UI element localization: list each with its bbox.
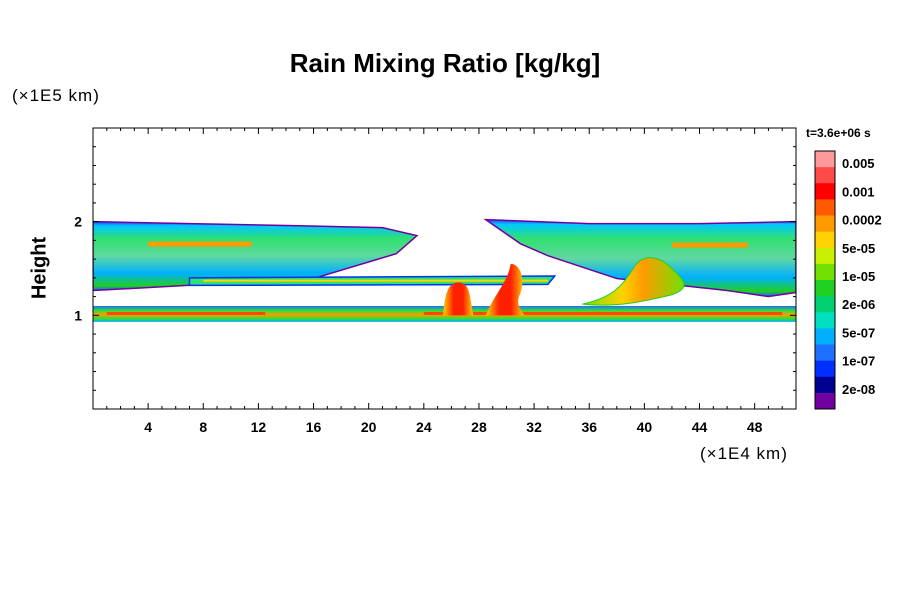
x-tick-label: 4	[144, 419, 152, 435]
colorbar-swatch	[815, 360, 835, 378]
plume-2	[485, 263, 525, 316]
colorbar-swatch	[815, 183, 835, 200]
colorbar-swatch	[815, 167, 835, 184]
plume-1	[443, 282, 474, 316]
colorbar-swatch	[815, 392, 835, 410]
time-label: t=3.6e+06 s	[806, 126, 871, 140]
plot-frame	[92, 127, 797, 410]
colorbar-swatch	[815, 328, 835, 345]
colorbar-label: 5e-07	[842, 325, 875, 340]
x-tick-label: 20	[361, 419, 377, 435]
x-tick-label: 48	[747, 419, 763, 435]
colorbar-swatch	[815, 263, 835, 281]
x-tick-label: 40	[637, 419, 653, 435]
y-tick-label: 2	[74, 214, 82, 230]
colorbar-label: 0.001	[842, 184, 875, 199]
x-axis-unit: (×1E4 km)	[700, 444, 788, 463]
colorbar-swatch	[815, 231, 835, 249]
x-tick-label: 16	[306, 419, 322, 435]
x-tick-label: 8	[199, 419, 207, 435]
colorbar-swatch	[815, 312, 835, 329]
colorbar-swatch	[815, 247, 835, 265]
plume-3	[582, 257, 685, 306]
colorbar-label: 2e-06	[842, 297, 875, 312]
x-tick-label: 24	[416, 419, 432, 435]
colorbar-label: 1e-07	[842, 354, 875, 369]
colorbar-label: 0.005	[842, 156, 875, 171]
colorbar-swatch	[815, 280, 835, 297]
x-tick-label: 32	[526, 419, 542, 435]
colorbar-swatch	[815, 199, 835, 216]
colorbar-swatch	[815, 344, 835, 362]
colorbar-label: 5e-05	[842, 241, 875, 256]
y-tick-label: 1	[74, 307, 82, 323]
x-tick-label: 12	[251, 419, 267, 435]
colorbar-label: 1e-05	[842, 269, 875, 284]
colorbar-swatch	[815, 296, 835, 313]
x-tick-label: 28	[471, 419, 487, 435]
upper-band-right	[483, 218, 796, 298]
chart-title: Rain Mixing Ratio [kg/kg]	[289, 48, 601, 78]
colorbar-swatch	[815, 376, 835, 394]
colorbar-label: 0.0002	[842, 213, 882, 228]
y-axis-unit: (×1E5 km)	[12, 86, 100, 105]
colorbar-frame	[814, 150, 836, 410]
x-tick-label: 44	[692, 419, 708, 435]
upper-band-left	[93, 220, 419, 292]
colorbar-swatch	[815, 215, 835, 233]
colorbar-label: 2e-08	[842, 382, 875, 397]
x-tick-label: 36	[581, 419, 597, 435]
colorbar-swatch	[815, 151, 835, 168]
